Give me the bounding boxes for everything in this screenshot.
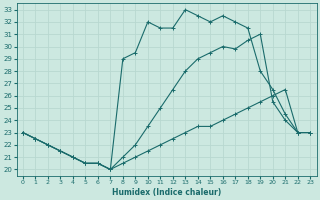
X-axis label: Humidex (Indice chaleur): Humidex (Indice chaleur) <box>112 188 221 197</box>
